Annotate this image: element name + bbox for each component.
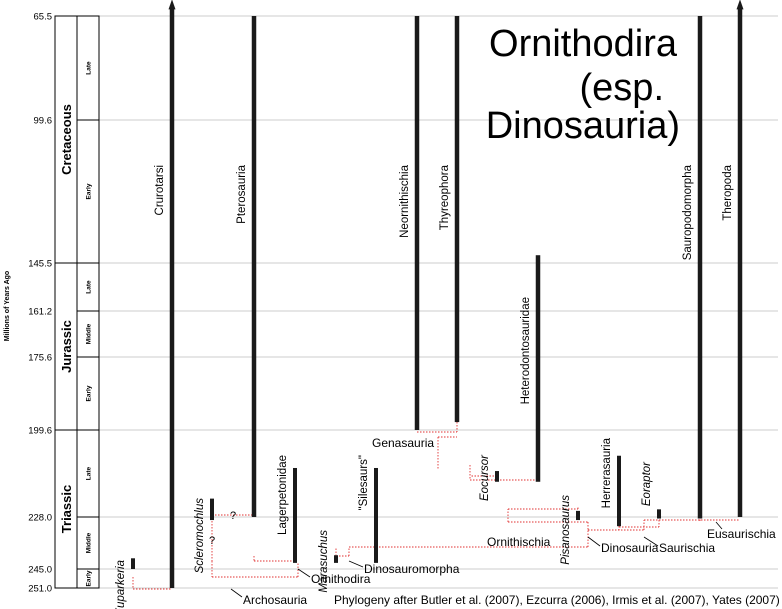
range-bar-10 — [535, 255, 541, 482]
taxon-label: Eocursor — [479, 454, 491, 501]
phylogeny-caption: Phylogeny after Butler et al. (2007), Ez… — [334, 593, 780, 607]
range-bar-7 — [414, 16, 420, 430]
diagram-title: Ornithodira (esp. Dinosauria) — [486, 23, 680, 147]
clade-dinosauromorpha: Dinosauromorpha — [364, 562, 460, 576]
tick-label: 175.6 — [28, 353, 52, 364]
taxon-label: Pisanosaurus — [560, 495, 572, 565]
clade-labels: Archosauria Ornithodira Dinosauromorpha … — [243, 436, 776, 607]
uncertain-mark: ? — [209, 535, 215, 547]
epoch-label: Early — [86, 385, 93, 401]
taxon-label: Crurotarsi — [154, 165, 166, 215]
taxon-label: Heterodontosauridae — [520, 297, 532, 404]
range-bar-11 — [576, 510, 580, 521]
range-bar-3 — [251, 16, 257, 517]
tick-label: 199.6 — [28, 426, 52, 437]
title-line-2: (esp. — [580, 67, 664, 109]
range-bar-5 — [334, 555, 338, 563]
taxon-label: "Silesaurs" — [358, 455, 370, 510]
clade-pointers — [230, 521, 723, 598]
axis-label: Millions of Years Ago — [4, 271, 11, 341]
epoch-label: Late — [86, 280, 93, 294]
title-line-1: Ornithodira — [489, 23, 678, 65]
clade-genasauria: Genasauria — [372, 436, 434, 450]
epoch-cell — [76, 568, 100, 589]
epoch-label: Late — [86, 61, 93, 75]
taxon-label: Scleromochlus — [194, 498, 206, 574]
period-label: Cretaceous — [59, 104, 74, 175]
taxon-label: Neornithischia — [399, 164, 411, 237]
tick-label: 161.2 — [28, 307, 52, 318]
range-bar-12 — [617, 455, 621, 527]
range-bar-0 — [131, 558, 135, 569]
clade-dinosauria: Dinosauria — [601, 541, 659, 555]
range-bar-1 — [169, 8, 175, 588]
taxon-range-bars — [131, 0, 744, 588]
taxon-label: Marasuchus — [318, 530, 330, 593]
range-bar-6 — [374, 467, 378, 563]
taxon-label: Lagerpetonidae — [277, 455, 289, 535]
epoch-label: Late — [86, 466, 93, 480]
taxon-label: Theropoda — [722, 164, 734, 220]
taxon-label: Thyreophora — [439, 164, 451, 230]
tick-label: 228.0 — [28, 513, 52, 524]
range-bar-4 — [293, 467, 297, 563]
range-bar-9 — [495, 471, 499, 482]
taxon-label: Sauropodomorpha — [682, 164, 694, 260]
range-bar-15 — [737, 8, 743, 517]
tick-label: 99.6 — [34, 116, 53, 127]
clade-saurischia: Saurischia — [659, 541, 715, 555]
epoch-label: Early — [86, 183, 93, 199]
taxon-labels: Euparkeria Crurotarsi Scleromochlus Pterosa… — [115, 164, 734, 609]
title-line-3: Dinosauria) — [486, 105, 680, 147]
taxon-label: Eoraptor — [641, 461, 653, 506]
range-bar-8 — [454, 16, 460, 423]
range-bar-13 — [657, 509, 661, 519]
phylogeny-tree-lines — [132, 419, 740, 590]
present-arrow — [168, 0, 176, 10]
range-bar-2 — [210, 498, 214, 521]
tick-label: 245.0 — [28, 565, 52, 576]
clade-eusaurischia: Eusaurischia — [707, 527, 776, 541]
epoch-label: Middle — [86, 323, 93, 344]
geologic-timescale: 65.5 99.6 145.5 161.2 175.6 199.6 228.0 245.0 25… — [28, 12, 100, 595]
clade-ornithodira: Ornithodira — [311, 572, 371, 586]
clade-archosauria: Archosauria — [243, 593, 307, 607]
taxon-label: Euparkeria — [115, 560, 127, 609]
tick-label: 145.5 — [28, 259, 52, 270]
clade-ornithischia: Ornithischia — [487, 535, 551, 549]
range-bar-14 — [697, 16, 703, 519]
period-label: Triassic — [59, 485, 74, 533]
epoch-label: Middle — [86, 532, 93, 553]
present-arrow — [736, 0, 744, 10]
taxon-label: Pterosauria — [236, 164, 248, 223]
tick-label: 65.5 — [34, 12, 53, 23]
taxon-label: Herrerasauria — [601, 437, 613, 508]
epoch-label: Early — [86, 570, 93, 586]
uncertain-mark: ? — [230, 510, 236, 522]
tick-label: 251.0 — [28, 584, 52, 595]
period-label: Jurassic — [59, 320, 74, 373]
